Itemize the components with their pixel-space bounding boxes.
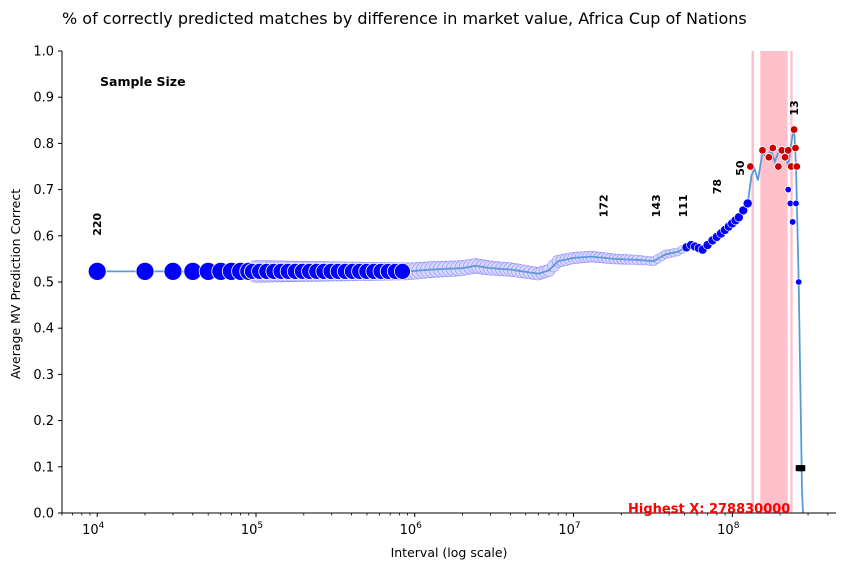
y-tick-label-7: 0.7 <box>33 183 54 198</box>
x-tick-label-3: 107 <box>558 521 580 538</box>
x-tick-label-2: 106 <box>400 521 423 538</box>
last-point-2 <box>789 218 797 226</box>
y-tick-label-5: 0.5 <box>33 276 54 291</box>
high-point-2 <box>764 153 774 162</box>
sample-size-label-4: 78 <box>711 179 724 194</box>
bottom-marker-2 <box>799 465 806 472</box>
x-axis-label: Interval (log scale) <box>391 545 508 560</box>
y-tick-label-10: 1.0 <box>33 45 54 60</box>
data-points <box>87 125 806 472</box>
y-tick-label-4: 0.4 <box>33 322 54 337</box>
y-tick-label-6: 0.6 <box>33 229 54 244</box>
sample-size-label-5: 50 <box>734 160 747 176</box>
sample-size-label-3: 111 <box>677 194 690 217</box>
high-point-1 <box>758 146 767 155</box>
last-point-0 <box>784 186 792 194</box>
shaded-region-1 <box>760 51 788 513</box>
last-point-4 <box>795 278 803 286</box>
shaded-region-0 <box>751 51 754 513</box>
high-point-10 <box>791 143 800 153</box>
y-tick-label-0: 0.0 <box>33 507 54 522</box>
dense-point-161 <box>734 212 744 223</box>
y-tick-label-9: 0.9 <box>33 91 54 106</box>
legend-title-sample-size: Sample Size <box>100 74 186 89</box>
y-tick-label-2: 0.2 <box>33 414 54 429</box>
y-tick-label-1: 0.1 <box>33 460 54 475</box>
series-line-group <box>97 127 804 514</box>
sample-size-label-0: 220 <box>91 212 104 235</box>
x-tick-label-0: 104 <box>82 521 105 538</box>
high-point-11 <box>792 162 802 171</box>
high-point-4 <box>774 162 783 171</box>
y-tick-label-8: 0.8 <box>33 137 54 152</box>
x-tick-label-4: 108 <box>717 521 740 538</box>
high-point-6 <box>780 153 790 162</box>
series-line <box>97 127 804 514</box>
high-point-9 <box>789 125 799 134</box>
big-point-1 <box>135 261 155 281</box>
shaded-region-2 <box>790 51 793 513</box>
dense-point-163 <box>742 198 753 209</box>
dense-point-162 <box>738 205 749 216</box>
big-point-0 <box>87 261 107 281</box>
high-point-7 <box>784 146 793 155</box>
sample-size-label-1: 172 <box>598 194 611 217</box>
high-point-0 <box>746 162 755 171</box>
axes: 0.0 0.1 0.2 0.3 0.4 0.5 0.6 0.7 0.8 0.9 1.0 104 105 1… <box>33 45 836 538</box>
highest-x-label: Highest X: 278830000 <box>628 502 790 517</box>
x-tick-label-1: 105 <box>241 521 263 538</box>
y-tick-label-3: 0.3 <box>33 368 54 383</box>
sample-size-label-6: 13 <box>788 100 801 115</box>
chart-title: % of correctly predicted matches by diff… <box>62 9 747 28</box>
sample-size-label-2: 143 <box>650 194 663 217</box>
y-axis-label: Average MV Prediction Correct <box>8 189 23 379</box>
shaded-regions <box>751 51 793 513</box>
big-point-2 <box>163 261 183 281</box>
annotations: 220 172 143 111 78 50 13 Highest X: 278830000 <box>91 100 801 517</box>
last-point-3 <box>792 199 800 207</box>
high-point-3 <box>768 143 778 153</box>
mid-point-21 <box>394 262 411 280</box>
